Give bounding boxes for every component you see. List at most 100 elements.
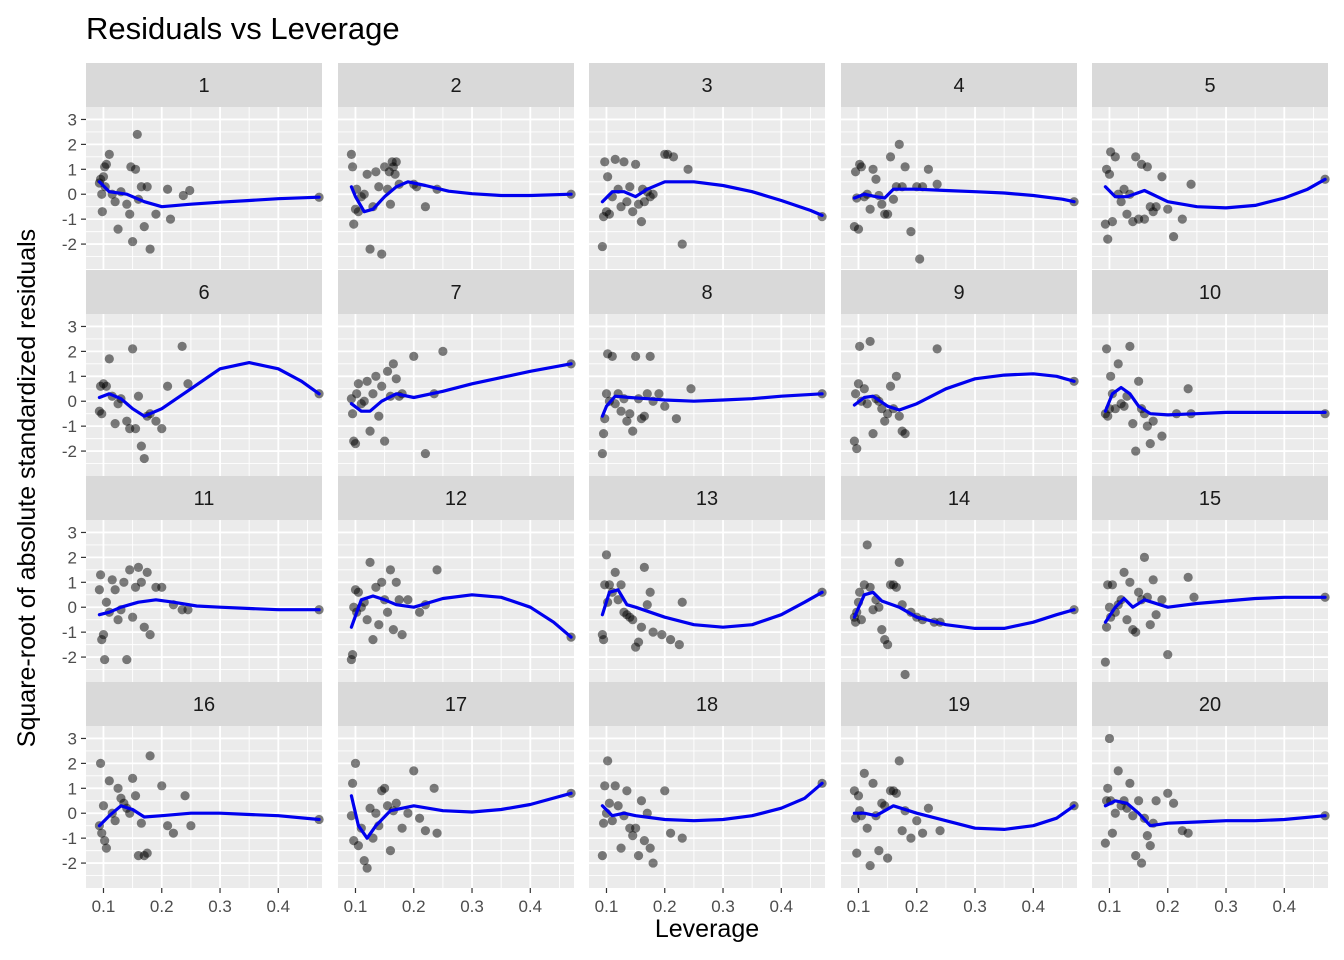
- data-point: [610, 154, 620, 164]
- data-point: [665, 635, 676, 645]
- data-point: [616, 843, 626, 853]
- strip-background: [86, 270, 322, 314]
- data-point: [639, 836, 649, 846]
- x-tick-label: 0.1: [344, 897, 368, 916]
- data-point: [598, 818, 609, 828]
- data-point: [885, 381, 896, 391]
- y-tick-label: 3: [68, 523, 77, 542]
- data-point: [862, 823, 872, 833]
- data-point: [157, 582, 167, 592]
- data-point: [1103, 411, 1113, 421]
- chart-title: Residuals vs Leverage: [86, 11, 400, 46]
- data-point: [139, 453, 149, 464]
- data-point: [97, 409, 107, 419]
- data-point: [397, 823, 407, 833]
- data-point: [636, 622, 647, 632]
- data-point: [374, 620, 384, 630]
- data-point: [359, 855, 369, 866]
- y-tick-label: 2: [68, 342, 77, 361]
- data-point: [94, 585, 105, 595]
- y-tick-label: -2: [62, 442, 77, 461]
- data-point: [139, 222, 149, 232]
- smooth-line: [1103, 385, 1327, 417]
- data-point: [877, 625, 887, 635]
- strip-background: [589, 270, 825, 314]
- data-point: [142, 182, 152, 192]
- y-tick-label: 1: [68, 367, 77, 386]
- data-point: [1189, 592, 1199, 602]
- data-point: [185, 185, 195, 196]
- data-point: [139, 622, 149, 632]
- data-point: [642, 600, 652, 610]
- data-point: [1106, 371, 1116, 381]
- data-point: [859, 768, 869, 778]
- data-point: [1163, 204, 1173, 214]
- data-point: [628, 426, 638, 436]
- data-point: [1131, 152, 1141, 162]
- data-point: [380, 783, 390, 793]
- data-point: [110, 816, 120, 826]
- data-point: [616, 406, 626, 416]
- strip-label: 17: [445, 694, 467, 716]
- x-tick-label: 0.2: [150, 897, 174, 916]
- x-tick-label: 0.3: [208, 897, 232, 916]
- panel-background: [86, 520, 322, 682]
- smooth-line: [349, 180, 573, 214]
- data-point: [1139, 552, 1150, 562]
- data-point: [382, 366, 393, 376]
- data-point: [1101, 344, 1112, 354]
- smooth-line: [852, 804, 1076, 831]
- data-point: [165, 214, 176, 224]
- data-point: [639, 562, 649, 572]
- data-point: [859, 384, 869, 394]
- data-point: [110, 419, 120, 429]
- data-point: [157, 781, 167, 791]
- data-point: [1131, 446, 1141, 456]
- data-point: [665, 828, 676, 838]
- y-tick-label: -2: [62, 648, 77, 667]
- data-point: [604, 798, 614, 808]
- data-point: [855, 587, 865, 597]
- data-point: [1122, 615, 1132, 625]
- data-point: [885, 152, 896, 162]
- data-point: [142, 567, 152, 577]
- data-point: [855, 341, 865, 351]
- data-point: [871, 174, 881, 184]
- strip-label: 6: [198, 282, 209, 304]
- data-point: [132, 129, 142, 140]
- facet-panel-9: 9: [841, 270, 1079, 476]
- data-point: [677, 597, 687, 607]
- data-point: [142, 848, 152, 858]
- strip-label: 13: [696, 488, 718, 510]
- data-point: [1100, 219, 1111, 229]
- data-point: [1128, 811, 1138, 821]
- data-point: [1157, 172, 1167, 182]
- data-point: [1110, 152, 1120, 162]
- data-point: [604, 209, 614, 219]
- strip-label: 2: [450, 75, 461, 97]
- data-point: [420, 448, 431, 459]
- strip-label: 8: [701, 282, 712, 304]
- facet-panel-11: 11 -2 -1 0 1 2 3: [62, 476, 324, 682]
- data-point: [912, 816, 922, 826]
- data-point: [178, 190, 188, 201]
- data-point: [613, 595, 623, 605]
- data-point: [894, 756, 904, 766]
- x-tick-label: 0.4: [518, 897, 542, 916]
- strip-background: [1092, 63, 1328, 107]
- x-tick-label: 0.4: [1021, 897, 1045, 916]
- strip-label: 3: [701, 75, 712, 97]
- data-point: [347, 649, 358, 660]
- x-tick-label: 0.3: [460, 897, 484, 916]
- data-point: [607, 816, 617, 826]
- data-point: [353, 587, 363, 597]
- data-point: [868, 164, 878, 174]
- data-point: [390, 169, 400, 179]
- x-tick-label: 0.2: [1156, 897, 1180, 916]
- data-point: [385, 565, 396, 575]
- y-tick-label: 3: [68, 317, 77, 336]
- data-point: [894, 411, 904, 421]
- data-point: [917, 828, 928, 838]
- data-point: [1183, 384, 1193, 394]
- data-point: [365, 426, 375, 436]
